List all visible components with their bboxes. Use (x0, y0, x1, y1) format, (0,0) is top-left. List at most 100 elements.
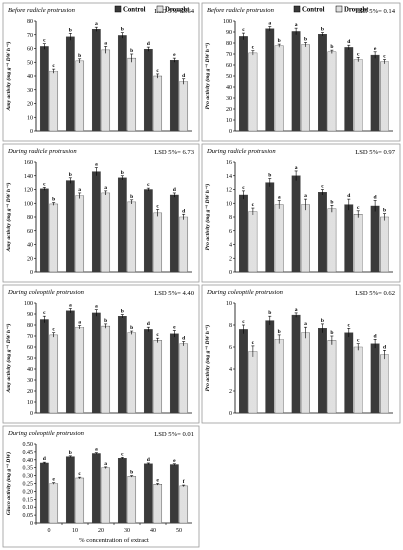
drought-bar (153, 484, 163, 524)
significance-letter: b (330, 44, 333, 50)
legend-label-control: Control (302, 7, 325, 14)
significance-letter: c (357, 205, 360, 211)
control-bar (65, 310, 75, 414)
legend-label-drought: Drought (344, 7, 369, 14)
y-tick-label: 100 (24, 201, 33, 207)
control-bar (117, 35, 127, 132)
legend-swatch-control (114, 5, 122, 13)
drought-bar (101, 467, 111, 524)
control-bar (39, 462, 49, 524)
drought-bar (327, 51, 337, 132)
significance-letter: a (95, 304, 98, 310)
legend-swatch-drought (156, 5, 164, 13)
y-tick-label: 20 (27, 389, 33, 395)
significance-letter: b (268, 310, 271, 316)
significance-letter: b (278, 329, 281, 335)
x-tick-label: 0 (48, 528, 51, 534)
control-bar (143, 48, 153, 132)
y-tick-label: 4 (229, 367, 232, 373)
significance-letter: b (130, 194, 133, 200)
control-bar (318, 34, 327, 132)
y-axis-label: Pro activity (mg g⁻¹ DW h⁻¹) (204, 183, 211, 250)
significance-letter: b (52, 197, 55, 203)
control-bar (117, 458, 127, 524)
drought-bar (179, 81, 189, 132)
significance-letter: b (69, 450, 72, 456)
panel-title: During coleoptile protrusion (7, 430, 85, 437)
drought-bar (127, 57, 137, 132)
drought-bar (301, 332, 310, 414)
significance-letter: b (121, 27, 124, 33)
panel-title: During radicle protrusion (7, 148, 77, 155)
y-tick-label: 50 (27, 356, 33, 362)
legend-label-drought: Drought (165, 7, 190, 14)
control-bar (117, 316, 127, 414)
significance-letter: c (348, 322, 351, 328)
significance-letter: a (104, 40, 107, 46)
y-tick-label: 10 (226, 201, 232, 207)
control-bar (344, 332, 354, 414)
significance-letter: d (182, 208, 186, 214)
control-bar (91, 29, 101, 132)
control-bar (370, 205, 380, 273)
significance-letter: d (374, 195, 378, 201)
control-bar (265, 320, 275, 414)
control-bar (239, 36, 248, 132)
drought-bar (49, 334, 59, 414)
control-bar (143, 329, 153, 414)
significance-letter: b (330, 330, 333, 336)
y-tick-label: 0 (30, 129, 33, 135)
y-tick-label: 0 (229, 411, 232, 417)
drought-bar (327, 208, 337, 273)
lsd-value: LSD 5%= 0.01 (154, 431, 194, 438)
drought-bar (101, 325, 111, 414)
panel-title: During coleoptile protrusion (206, 289, 284, 296)
drought-bar (75, 195, 85, 273)
y-tick-label: 16 (226, 160, 232, 166)
significance-letter: a (295, 22, 298, 28)
significance-letter: c (252, 202, 255, 208)
significance-letter: e (52, 477, 55, 483)
drought-bar (127, 476, 137, 524)
drought-bar (274, 45, 284, 132)
y-tick-label: 0.10 (23, 505, 34, 511)
control-bar (265, 182, 275, 273)
significance-letter: c (242, 27, 245, 33)
control-bar (344, 47, 354, 132)
control-bar (91, 453, 101, 524)
drought-bar (380, 354, 389, 414)
significance-letter: c (156, 203, 159, 209)
y-tick-label: 0.25 (23, 482, 34, 488)
y-tick-label: 0.30 (23, 474, 34, 480)
y-tick-label: 8 (229, 215, 232, 221)
significance-letter: c (78, 471, 81, 477)
y-tick-label: 20 (27, 102, 33, 108)
y-tick-label: 120 (24, 188, 33, 194)
y-axis-label: Gluco activity (mg g⁻¹ DW) (5, 452, 12, 515)
control-bar (65, 36, 75, 132)
significance-letter: c (156, 68, 159, 74)
drought-bar (49, 70, 59, 132)
drought-bar (101, 192, 111, 273)
chart-panel-3: During radicle protrusion LSD 5%= 6.73 0 20… (2, 143, 200, 283)
y-tick-label: 0.35 (23, 466, 34, 472)
drought-bar (248, 351, 258, 414)
drought-bar (75, 60, 85, 132)
significance-letter: b (104, 318, 107, 324)
y-tick-label: 20 (27, 256, 33, 262)
y-tick-label: 10 (27, 115, 33, 121)
drought-bar (49, 483, 59, 524)
y-tick-label: 10 (226, 301, 232, 307)
control-bar (39, 188, 49, 273)
drought-bar (327, 340, 337, 414)
y-tick-label: 80 (226, 41, 232, 47)
y-tick-label: 6 (229, 229, 232, 235)
significance-letter: d (182, 336, 186, 342)
drought-bar (75, 327, 85, 414)
significance-letter: c (252, 340, 255, 346)
x-tick-label: 50 (176, 528, 182, 534)
drought-bar (153, 212, 163, 273)
significance-letter: b (321, 318, 324, 324)
control-bar (169, 194, 179, 273)
control-bar (65, 180, 75, 273)
